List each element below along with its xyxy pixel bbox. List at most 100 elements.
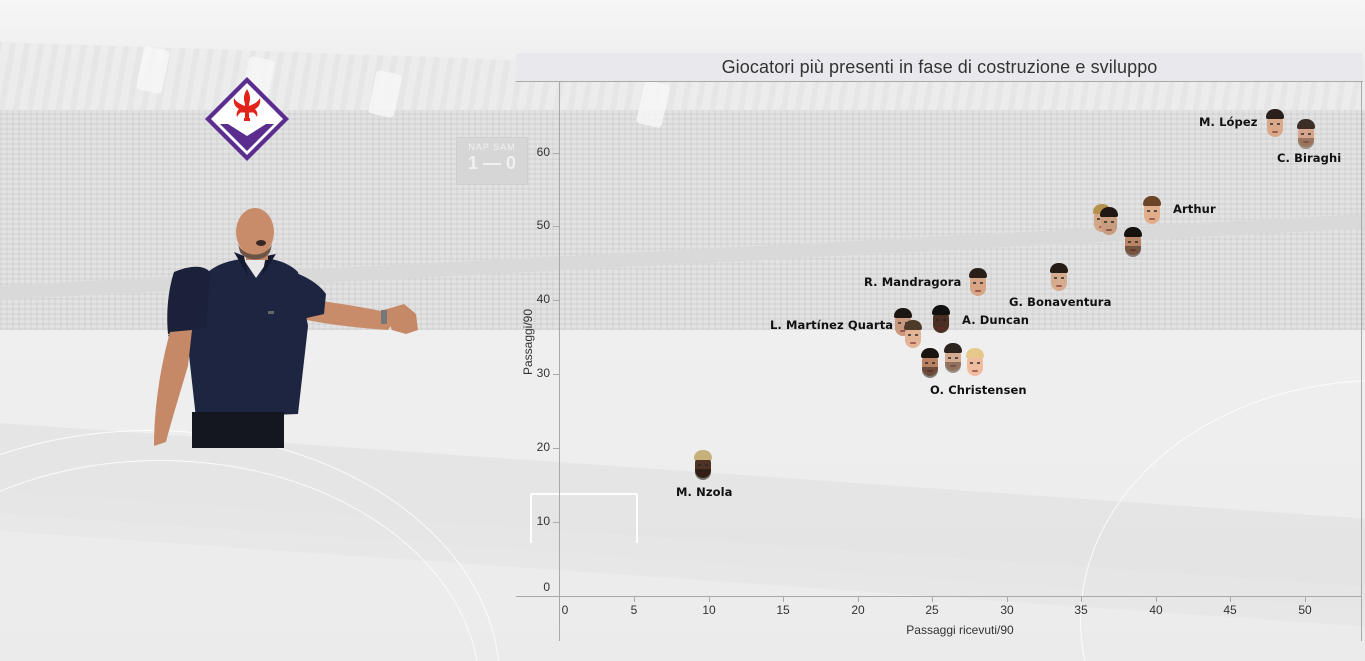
- x-tick-label: 10: [702, 603, 716, 617]
- player-eyes: [1128, 241, 1138, 243]
- player-hair: [1143, 196, 1161, 206]
- scoreboard-score: 1 — 0: [467, 153, 517, 173]
- player-marker-unk-c1[interactable]: [920, 348, 940, 378]
- player-marker-bonaventura[interactable]: [1049, 263, 1069, 293]
- y-tick-label: 50: [536, 218, 550, 232]
- y-tick-label: 10: [536, 514, 550, 528]
- player-marker-unk-mq2[interactable]: [903, 320, 923, 350]
- player-marker-mandragora[interactable]: [968, 268, 988, 298]
- player-eyes: [973, 282, 983, 284]
- player-marker-lopez[interactable]: [1265, 109, 1285, 139]
- y-tick-label: 60: [536, 145, 550, 159]
- x-tick: [858, 597, 859, 602]
- player-label: L. Martínez Quarta: [770, 318, 894, 332]
- y-axis-line: [559, 82, 560, 641]
- player-marker-biraghi[interactable]: [1296, 119, 1316, 149]
- player-eyes: [1301, 133, 1311, 135]
- player-marker-duncan[interactable]: [931, 305, 951, 335]
- y-tick: [553, 596, 559, 597]
- player-eyes: [936, 319, 946, 321]
- player-mouth: [975, 290, 981, 292]
- player-eyes: [908, 334, 918, 336]
- title-divider: [516, 81, 1363, 82]
- player-hair: [904, 320, 922, 330]
- player-face-icon: [905, 326, 921, 348]
- x-tick-label: 5: [630, 603, 638, 617]
- y-tick: [553, 153, 559, 154]
- player-hair: [966, 348, 984, 358]
- player-eyes: [1147, 210, 1157, 212]
- x-tick: [709, 597, 710, 602]
- coach-photo: [154, 208, 418, 448]
- player-mouth: [1106, 229, 1112, 231]
- y-tick-label: 0: [543, 580, 550, 594]
- player-marker-unk-dark[interactable]: [1099, 207, 1119, 237]
- player-face-icon: [1267, 115, 1283, 137]
- y-tick: [553, 374, 559, 375]
- player-marker-unk-c2[interactable]: [943, 343, 963, 373]
- x-tick-label: 45: [1223, 603, 1237, 617]
- y-axis-title: Passaggi/90: [521, 308, 535, 376]
- x-tick-label: 40: [1149, 603, 1163, 617]
- player-mouth: [1149, 218, 1155, 220]
- player-label: R. Mandragora: [864, 275, 962, 289]
- y-tick: [553, 522, 559, 523]
- player-marker-nzola[interactable]: [693, 450, 713, 480]
- player-label: O. Christensen: [930, 383, 1027, 397]
- player-label: Arthur: [1173, 202, 1216, 216]
- player-face-icon: [933, 311, 949, 333]
- player-label: G. Bonaventura: [1009, 295, 1112, 309]
- player-mouth: [900, 330, 906, 332]
- player-beard: [1298, 138, 1314, 149]
- x-tick-label: 30: [1000, 603, 1014, 617]
- player-label: C. Biraghi: [1277, 151, 1342, 165]
- player-mouth: [938, 327, 944, 329]
- player-hair: [1266, 109, 1284, 119]
- player-hair: [921, 348, 939, 358]
- player-marker-christensen[interactable]: [965, 348, 985, 378]
- player-eyes: [698, 464, 708, 466]
- x-tick: [932, 597, 933, 602]
- player-hair: [894, 308, 912, 318]
- chart-title: Giocatori più presenti in fase di costru…: [721, 57, 1158, 77]
- player-label: M. Nzola: [676, 485, 733, 499]
- player-beard: [1125, 246, 1141, 257]
- player-eyes: [925, 362, 935, 364]
- player-beard: [695, 469, 711, 480]
- player-hair: [1100, 207, 1118, 217]
- scoreboard-teams: NAP SAM: [468, 142, 516, 152]
- x-tick: [1081, 597, 1082, 602]
- x-tick: [1230, 597, 1231, 602]
- player-mouth: [972, 370, 978, 372]
- player-label: M. López: [1199, 115, 1258, 129]
- player-eyes: [1104, 221, 1114, 223]
- player-eyes: [1054, 277, 1064, 279]
- player-face-icon: [1101, 213, 1117, 235]
- x-tick-label: 15: [776, 603, 790, 617]
- x-tick: [1305, 597, 1306, 602]
- player-hair: [1124, 227, 1142, 237]
- player-face-icon: [1051, 269, 1067, 291]
- player-hair: [932, 305, 950, 315]
- y-tick-label: 40: [536, 292, 550, 306]
- player-hair: [944, 343, 962, 353]
- x-tick: [783, 597, 784, 602]
- goal-frame: [530, 493, 638, 543]
- x-axis-line: [516, 596, 1362, 597]
- x-tick: [559, 597, 560, 602]
- x-tick: [1156, 597, 1157, 602]
- player-face-icon: [967, 354, 983, 376]
- player-marker-arthur[interactable]: [1142, 196, 1162, 226]
- player-face-icon: [970, 274, 986, 296]
- x-tick: [634, 597, 635, 602]
- y-tick-label: 30: [536, 366, 550, 380]
- x-tick-label: 25: [925, 603, 939, 617]
- player-hair: [969, 268, 987, 278]
- player-mouth: [910, 342, 916, 344]
- player-mouth: [1272, 131, 1278, 133]
- player-marker-unk-lower[interactable]: [1123, 227, 1143, 257]
- scoreboard: NAP SAM 1 — 0: [456, 137, 528, 185]
- player-hair: [694, 450, 712, 460]
- plot-right-border: [1361, 81, 1362, 641]
- x-tick: [1007, 597, 1008, 602]
